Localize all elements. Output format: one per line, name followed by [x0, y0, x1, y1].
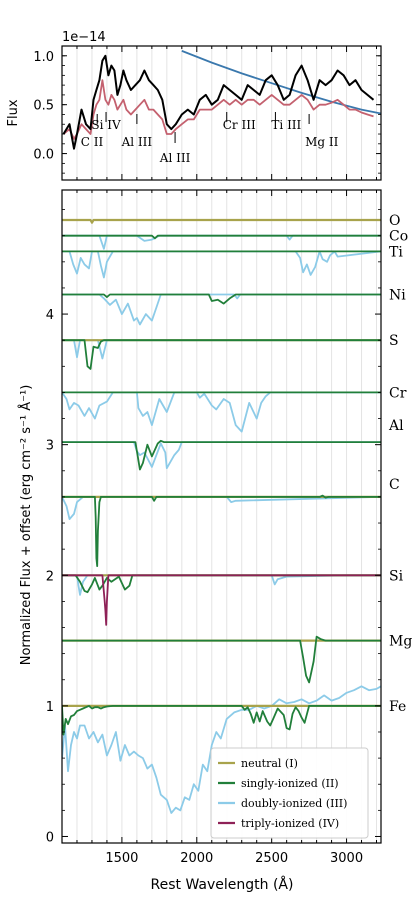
element-label-mg: Mg: [389, 634, 412, 650]
bottom-series: [62, 218, 381, 814]
element-label-s: S: [389, 333, 399, 349]
element-ni-singly-line: [62, 293, 381, 305]
legend-box: [210, 747, 369, 839]
top-scale-label: 1e−14: [62, 30, 106, 45]
element-s-doubly-line: [62, 339, 381, 360]
element-si-singly-line: [62, 574, 381, 594]
bottom-ytick-label: 2: [46, 569, 54, 584]
bottom-plot-frame: [61, 189, 382, 844]
annotation-label: Si IV: [91, 118, 121, 132]
element-c-doubly-line: [62, 496, 381, 520]
element-co-doubly-line: [62, 234, 381, 250]
element-mg-singly-line: [62, 635, 381, 684]
top-y-axis-label: Flux: [6, 99, 21, 126]
element-si-doubly-line: [62, 574, 381, 596]
top-x-ticks: [76, 46, 378, 180]
bottom-ytick-label: 1: [46, 700, 54, 715]
element-fe-doubly-line: [62, 685, 381, 814]
bottom-xtick-label: 1500: [105, 851, 138, 866]
element-label-fe: Fe: [389, 699, 406, 715]
legend-label: neutral (I): [241, 757, 298, 770]
bottom-y-ticks: 0 1 2 3 4: [46, 209, 381, 845]
bottom-xtick-label: 2000: [180, 851, 213, 866]
legend-label: triply-ionized (IV): [241, 817, 339, 830]
element-ni-doubly-line: [62, 293, 381, 326]
annotation-label: Ti III: [271, 118, 301, 132]
annotation-label: C II: [81, 135, 104, 149]
top-model-line: [62, 79, 374, 140]
element-label-cr: Cr: [389, 385, 407, 401]
top-series: [62, 50, 381, 150]
element-label-o: O: [389, 213, 400, 229]
element-label-c: C: [389, 477, 400, 493]
element-al-singly-line: [62, 439, 381, 471]
bottom-ytick-label: 4: [46, 308, 54, 323]
element-label-ni: Ni: [389, 287, 406, 303]
element-o-neutral-line: [62, 218, 381, 224]
element-s-singly-line: [62, 339, 381, 370]
annotation-label: Cr III: [223, 118, 256, 132]
element-label-si: Si: [389, 568, 404, 584]
bottom-x-ticks: 1500 2000 2500 3000: [76, 190, 378, 866]
element-cr-doubly-line: [62, 391, 381, 433]
top-observed-line: [62, 54, 375, 150]
annotation-label: Al III: [159, 151, 191, 165]
bottom-ytick-label: 3: [46, 439, 54, 454]
element-label-al: Al: [388, 418, 404, 434]
top-plot-frame: [61, 45, 382, 181]
top-ytick-label: 0.0: [33, 148, 54, 163]
element-fe-singly-line: [62, 705, 381, 736]
bottom-ytick-label: 0: [46, 830, 54, 845]
element-c-singly-line: [62, 494, 381, 567]
bottom-xtick-label: 2500: [255, 851, 288, 866]
legend-label: doubly-ionized (III): [241, 797, 347, 810]
annotation-label: Mg II: [305, 135, 339, 149]
legend-label: singly-ionized (II): [241, 777, 339, 790]
top-ytick-label: 0.5: [33, 99, 54, 114]
bottom-grid: [76, 190, 378, 843]
legend: neutral (I) singly-ionized (II) doubly-ion…: [210, 747, 369, 839]
bottom-xtick-label: 3000: [330, 851, 363, 866]
element-label-co: Co: [389, 229, 408, 245]
bottom-x-axis-label: Rest Wavelength (Å): [151, 876, 294, 893]
element-ti-doubly-line: [62, 250, 381, 279]
element-label-ti: Ti: [389, 244, 403, 260]
top-ytick-label: 1.0: [33, 50, 54, 65]
element-al-doubly-line: [62, 441, 381, 470]
top-y-ticks: 0.0 0.5 1.0: [33, 50, 381, 174]
element-co-singly-line: [62, 234, 381, 240]
top-continuum-line: [181, 50, 381, 115]
bottom-y-axis-label: Normalized Flux + offset (erg cm⁻² s⁻¹ Å…: [18, 385, 34, 666]
element-si-triply-line: [62, 574, 381, 626]
annotation-label: Al III: [121, 135, 153, 149]
